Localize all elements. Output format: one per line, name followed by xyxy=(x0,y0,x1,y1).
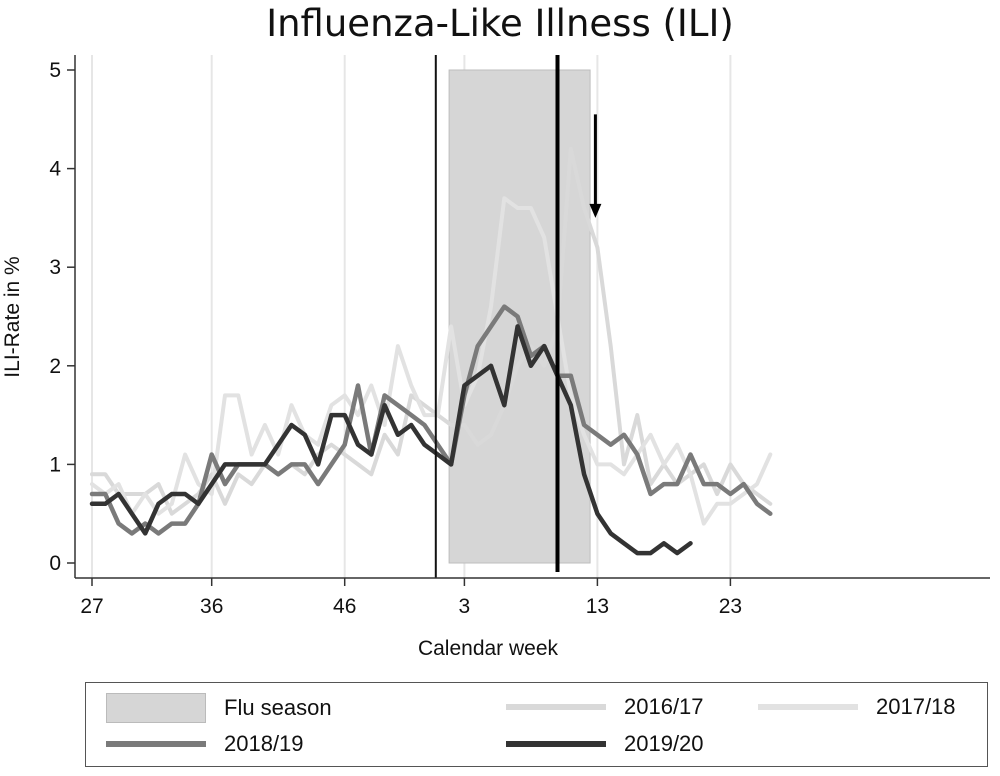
x-tick-label: 13 xyxy=(586,595,609,618)
legend-label-2019-20: 2019/20 xyxy=(624,731,704,756)
legend-item-2018-19: 2018/19 xyxy=(106,731,304,757)
legend-swatch-2018-19 xyxy=(106,741,206,747)
x-tick-label: 23 xyxy=(719,595,742,618)
legend-label-flu-season: Flu season xyxy=(224,695,332,720)
y-tick-label: 4 xyxy=(49,158,61,181)
legend-label-2018-19: 2018/19 xyxy=(224,731,304,756)
y-axis-label: ILI-Rate in % xyxy=(1,256,24,378)
x-tick-label: 27 xyxy=(80,595,103,618)
x-tick-label: 46 xyxy=(333,595,356,618)
legend-label-2016-17: 2016/17 xyxy=(624,694,704,719)
legend-label-2017-18: 2017/18 xyxy=(876,694,956,719)
series-line-2018-19 xyxy=(89,304,773,536)
legend-item-2016-17: 2016/17 xyxy=(506,694,704,720)
legend-item-2017-18: 2017/18 xyxy=(758,694,956,720)
series-line-2017-18 xyxy=(90,196,773,526)
arrow-head xyxy=(589,203,602,218)
y-tick-label: 2 xyxy=(49,355,61,378)
legend-item-flu-season: Flu season xyxy=(106,693,332,723)
legend-swatch-2016-17 xyxy=(506,704,606,710)
legend-item-2019-20: 2019/20 xyxy=(506,731,704,757)
legend-swatch-2019-20 xyxy=(506,741,606,747)
y-tick-label: 0 xyxy=(49,552,61,575)
y-tick-label: 1 xyxy=(49,453,61,476)
legend-swatch-flu-season xyxy=(106,693,206,723)
x-tick-label: 3 xyxy=(459,595,471,618)
y-tick-label: 5 xyxy=(49,59,61,82)
legend: Flu season 2016/17 2017/18 2018/19 2019/… xyxy=(85,682,988,767)
chart-title: Influenza-Like Illness (ILI) xyxy=(266,2,734,45)
x-axis-label: Calendar week xyxy=(417,637,559,660)
x-tick-label: 36 xyxy=(200,595,223,618)
y-tick-label: 3 xyxy=(49,256,61,279)
legend-swatch-2017-18 xyxy=(758,704,858,710)
series-line-2019-20 xyxy=(89,324,693,556)
